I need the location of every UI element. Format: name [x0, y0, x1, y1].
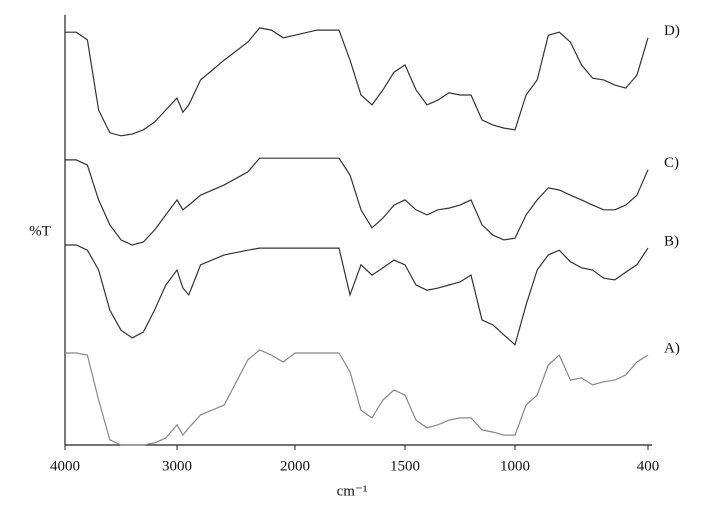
y-axis-label: %T: [29, 223, 51, 239]
spectrum-line: [65, 27, 649, 137]
series-label: B): [664, 233, 679, 249]
x-tick-label: 3000: [162, 458, 192, 474]
x-axis-label: cm⁻¹: [337, 483, 368, 499]
spectrum-line: [65, 244, 649, 346]
spectrum-line: [65, 349, 649, 446]
x-tick-label: 4000: [50, 458, 80, 474]
series-label: C): [664, 155, 679, 171]
series-label: D): [664, 23, 680, 39]
series-label: A): [664, 341, 680, 357]
x-tick-label: 2000: [280, 458, 310, 474]
spectrum-line: [65, 157, 649, 246]
x-tick-label: 400: [637, 458, 660, 474]
x-tick-label: 1500: [390, 458, 420, 474]
x-tick-label: 1000: [500, 458, 530, 474]
